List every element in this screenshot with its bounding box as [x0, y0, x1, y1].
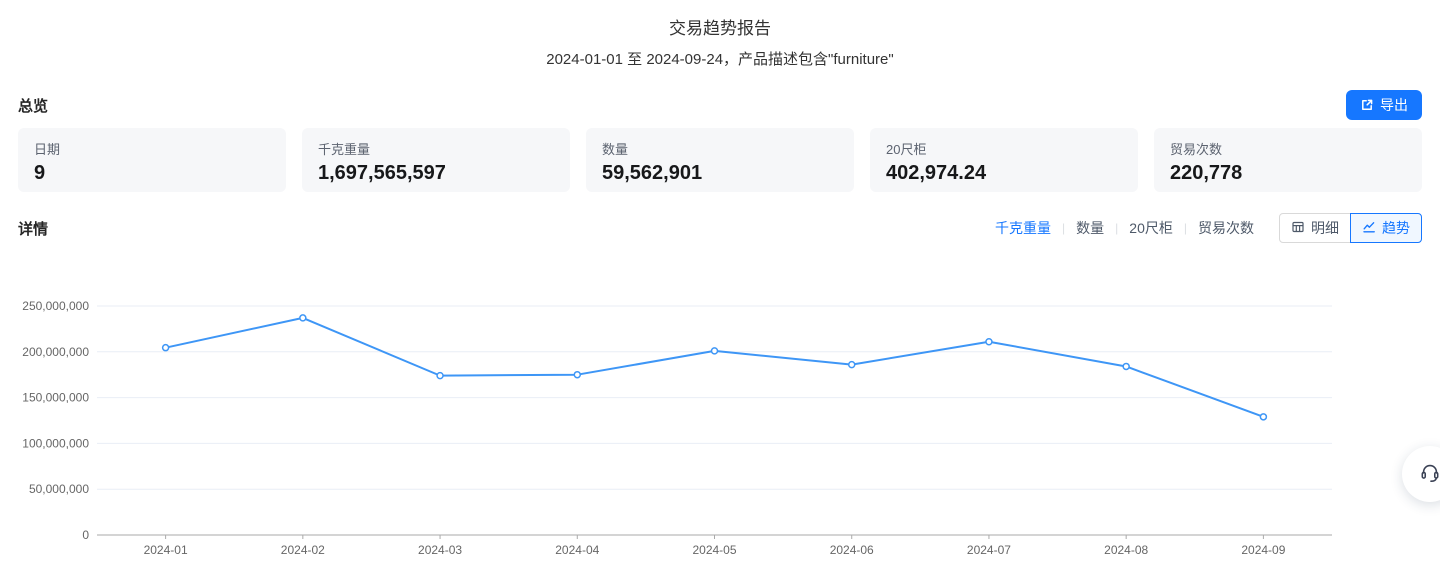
- svg-text:2024-09: 2024-09: [1241, 543, 1285, 557]
- stat-cards: 日期 9 千克重量 1,697,565,597 数量 59,562,901 20…: [0, 128, 1440, 192]
- metric-tabs: 千克重量 | 数量 | 20尺柜 | 贸易次数: [984, 218, 1265, 238]
- svg-text:100,000,000: 100,000,000: [22, 436, 89, 450]
- svg-text:150,000,000: 150,000,000: [22, 391, 89, 405]
- svg-text:2024-06: 2024-06: [830, 543, 874, 557]
- overview-section-title: 总览: [18, 97, 49, 115]
- stat-card-teu: 20尺柜 402,974.24: [870, 128, 1138, 192]
- export-button[interactable]: 导出: [1346, 90, 1422, 120]
- svg-text:250,000,000: 250,000,000: [22, 299, 89, 313]
- svg-text:2024-04: 2024-04: [555, 543, 599, 557]
- stat-card-kg: 千克重量 1,697,565,597: [302, 128, 570, 192]
- stat-card-label: 千克重量: [318, 142, 371, 157]
- report-title: 交易趋势报告: [669, 19, 771, 38]
- stat-card-value: 1,697,565,597: [318, 162, 446, 184]
- metric-tab-trades[interactable]: 贸易次数: [1198, 220, 1254, 236]
- report-subtitle: 2024-01-01 至 2024-09-24，产品描述包含"furniture…: [546, 51, 894, 68]
- details-header-row: 详情 千克重量 | 数量 | 20尺柜 | 贸易次数: [0, 213, 1440, 243]
- trend-chart-svg: 0 50,000,000 100,000,000 150,000,000 200,000…: [22, 299, 1332, 557]
- svg-text:2024-05: 2024-05: [692, 543, 736, 557]
- stat-card-label: 贸易次数: [1170, 142, 1223, 157]
- svg-text:2024-08: 2024-08: [1104, 543, 1148, 557]
- view-toggle-trend-button[interactable]: 趋势: [1350, 213, 1422, 243]
- trend-icon: [1362, 220, 1376, 237]
- metric-tab-quantity[interactable]: 数量: [1076, 220, 1105, 236]
- metric-tab-teu[interactable]: 20尺柜: [1129, 220, 1173, 236]
- headset-icon: [1419, 461, 1440, 488]
- table-icon: [1291, 220, 1305, 237]
- metric-tab-kg[interactable]: 千克重量: [995, 220, 1052, 236]
- view-toggle-trend-label: 趋势: [1382, 220, 1410, 236]
- stat-card-value: 9: [34, 162, 46, 184]
- stat-card-trades: 贸易次数 220,778: [1154, 128, 1422, 192]
- svg-text:50,000,000: 50,000,000: [29, 482, 89, 496]
- view-toggle-detail-label: 明细: [1311, 220, 1339, 236]
- svg-text:2024-07: 2024-07: [967, 543, 1011, 557]
- tab-separator: |: [1062, 221, 1066, 235]
- trend-chart: 0 50,000,000 100,000,000 150,000,000 200,000…: [0, 249, 1440, 588]
- stat-card-label: 20尺柜: [886, 142, 927, 157]
- stat-card-value: 59,562,901: [602, 162, 703, 184]
- overview-header-row: 总览 导出: [0, 90, 1440, 120]
- stat-card-quantity: 数量 59,562,901: [586, 128, 854, 192]
- stat-card-value: 402,974.24: [886, 162, 987, 184]
- svg-text:0: 0: [82, 528, 89, 542]
- svg-text:2024-01: 2024-01: [144, 543, 188, 557]
- details-section-title: 详情: [18, 220, 49, 238]
- details-controls: 千克重量 | 数量 | 20尺柜 | 贸易次数: [984, 213, 1422, 243]
- export-button-label: 导出: [1380, 97, 1408, 113]
- stat-card-value: 220,778: [1170, 162, 1243, 184]
- svg-text:200,000,000: 200,000,000: [22, 345, 89, 359]
- report-header: 交易趋势报告 2024-01-01 至 2024-09-24，产品描述包含"fu…: [0, 0, 1440, 69]
- stat-card-label: 日期: [34, 142, 61, 157]
- export-icon: [1360, 98, 1374, 112]
- stat-card-label: 数量: [602, 142, 629, 157]
- view-toggle-group: 明细 趋势: [1279, 213, 1422, 243]
- view-toggle-detail-button[interactable]: 明细: [1279, 213, 1351, 243]
- customer-service-button[interactable]: [1402, 446, 1440, 502]
- svg-text:2024-02: 2024-02: [281, 543, 325, 557]
- svg-text:2024-03: 2024-03: [418, 543, 462, 557]
- tab-separator: |: [1115, 221, 1119, 235]
- stat-card-date: 日期 9: [18, 128, 286, 192]
- tab-separator: |: [1183, 221, 1187, 235]
